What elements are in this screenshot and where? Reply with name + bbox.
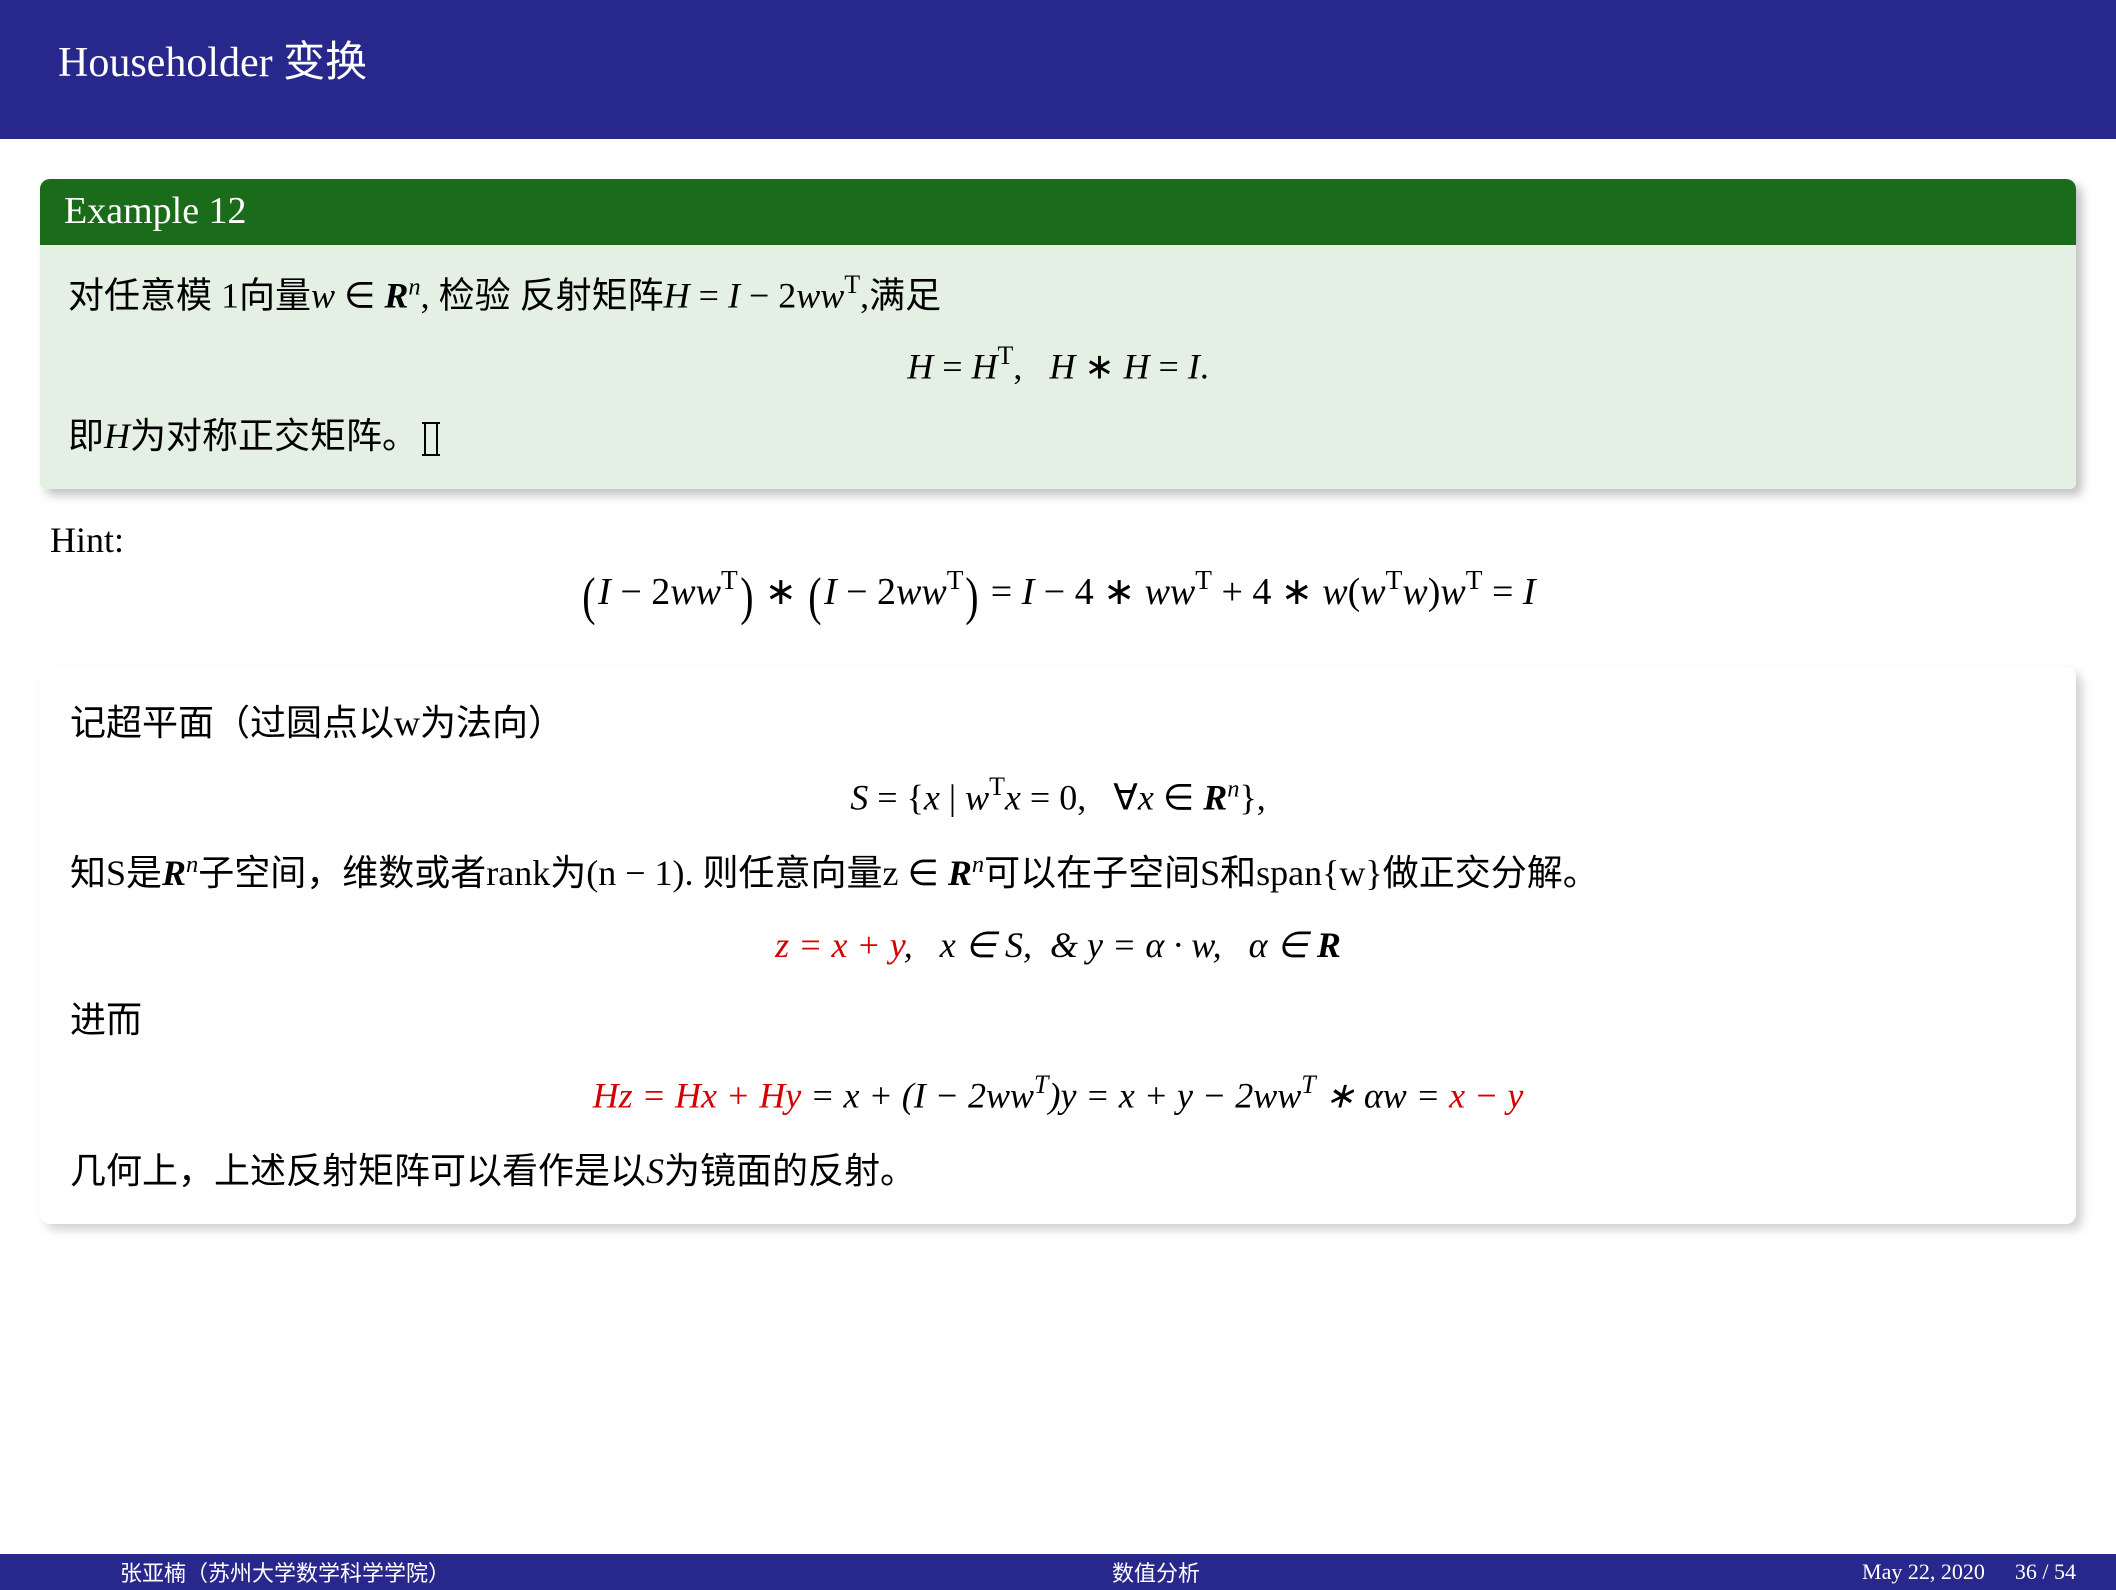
slide: Householder 变换 Example 12 对任意模 1向量w ∈ Rn… (0, 0, 2116, 1590)
block2-line3: 进而 (70, 992, 2046, 1050)
example-line2: 即H为对称正交矩阵。 (68, 409, 2048, 465)
text: 对任意模 1向量 (68, 275, 311, 315)
example-equation: H = HT, H ∗ H = I. (68, 336, 2048, 395)
hint-label: Hint: (50, 519, 2076, 561)
example-line1: 对任意模 1向量w ∈ Rn, 检验 反射矩阵H = I − 2wwT,满足 (68, 265, 2048, 324)
block2-line1: 记超平面（过圆点以w为法向） (70, 695, 2046, 753)
block2-decomp-eq: z = x + y, x ∈ S, & y = α · w, α ∈ R (70, 917, 2046, 975)
example-header: Example 12 (40, 179, 2076, 245)
hint-equation: (I − 2wwT) ∗ (I − 2wwT) = I − 4 ∗ wwT + … (40, 565, 2076, 627)
footer-course: 数值分析 (450, 1556, 1862, 1588)
text-cursor-icon (424, 424, 438, 454)
footer-page: 36 / 54 (2015, 1559, 2076, 1585)
text: 子空间，维数或者rank为(n − 1). 则任意向量z ∈ (198, 853, 948, 893)
eq-red: Hz = Hx + Hy (593, 1075, 802, 1115)
footer-author: 张亚楠（苏州大学数学科学学院） (0, 1556, 450, 1588)
eq-red: z = x + y (775, 925, 904, 965)
example-body: 对任意模 1向量w ∈ Rn, 检验 反射矩阵H = I − 2wwT,满足 H… (40, 245, 2076, 489)
text: , 检验 反射矩阵 (421, 275, 664, 315)
slide-content: Example 12 对任意模 1向量w ∈ Rn, 检验 反射矩阵H = I … (0, 139, 2116, 1590)
text: 知S是 (70, 853, 162, 893)
explanation-block: 记超平面（过圆点以w为法向） S = {x | wTx = 0, ∀x ∈ Rn… (40, 667, 2076, 1225)
text: ,满足 (860, 275, 941, 315)
block2-line2: 知S是Rn子空间，维数或者rank为(n − 1). 则任意向量z ∈ Rn可以… (70, 845, 2046, 903)
text: 可以在子空间S和span{w}做正交分解。 (984, 853, 1599, 893)
footer-bar: 张亚楠（苏州大学数学科学学院） 数值分析 May 22, 2020 36 / 5… (0, 1554, 2116, 1590)
block2-set-eq: S = {x | wTx = 0, ∀x ∈ Rn}, (70, 766, 2046, 827)
example-block: Example 12 对任意模 1向量w ∈ Rn, 检验 反射矩阵H = I … (40, 179, 2076, 489)
eq-red: x − y (1449, 1075, 1523, 1115)
slide-title: Householder 变换 (0, 0, 2116, 139)
block2-hz-eq: Hz = Hx + Hy = x + (I − 2wwT)y = x + y −… (70, 1064, 2046, 1125)
footer-right: May 22, 2020 36 / 54 (1862, 1559, 2116, 1585)
footer-date: May 22, 2020 (1862, 1559, 1985, 1585)
block2-line4: 几何上，上述反射矩阵可以看作是以S为镜面的反射。 (70, 1143, 2046, 1201)
